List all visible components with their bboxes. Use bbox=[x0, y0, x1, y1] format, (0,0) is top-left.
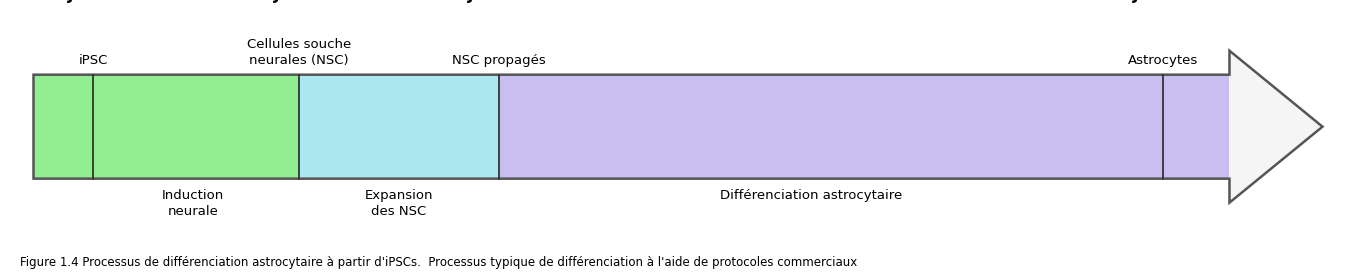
Text: NSC propagés: NSC propagés bbox=[452, 54, 545, 67]
Text: Cellules souche
neurales (NSC): Cellules souche neurales (NSC) bbox=[247, 38, 351, 67]
Text: Différenciation astrocytaire: Différenciation astrocytaire bbox=[720, 189, 902, 202]
Polygon shape bbox=[34, 51, 1322, 203]
Bar bbox=[34, 75, 300, 179]
Text: Jour 58: Jour 58 bbox=[1132, 0, 1193, 3]
Text: Jour 14: Jour 14 bbox=[468, 0, 529, 3]
Text: Astrocytes: Astrocytes bbox=[1128, 54, 1199, 67]
Text: Expansion
des NSC: Expansion des NSC bbox=[365, 189, 433, 218]
Bar bbox=[300, 75, 499, 179]
Text: Jour 0: Jour 0 bbox=[68, 0, 118, 3]
Text: iPSC: iPSC bbox=[79, 54, 108, 67]
Bar bbox=[499, 75, 1230, 179]
Text: Induction
neurale: Induction neurale bbox=[161, 189, 224, 218]
Text: Jour 7: Jour 7 bbox=[274, 0, 324, 3]
Text: Figure 1.4 Processus de différenciation astrocytaire à partir d'iPSCs.  Processu: Figure 1.4 Processus de différenciation … bbox=[20, 256, 857, 269]
